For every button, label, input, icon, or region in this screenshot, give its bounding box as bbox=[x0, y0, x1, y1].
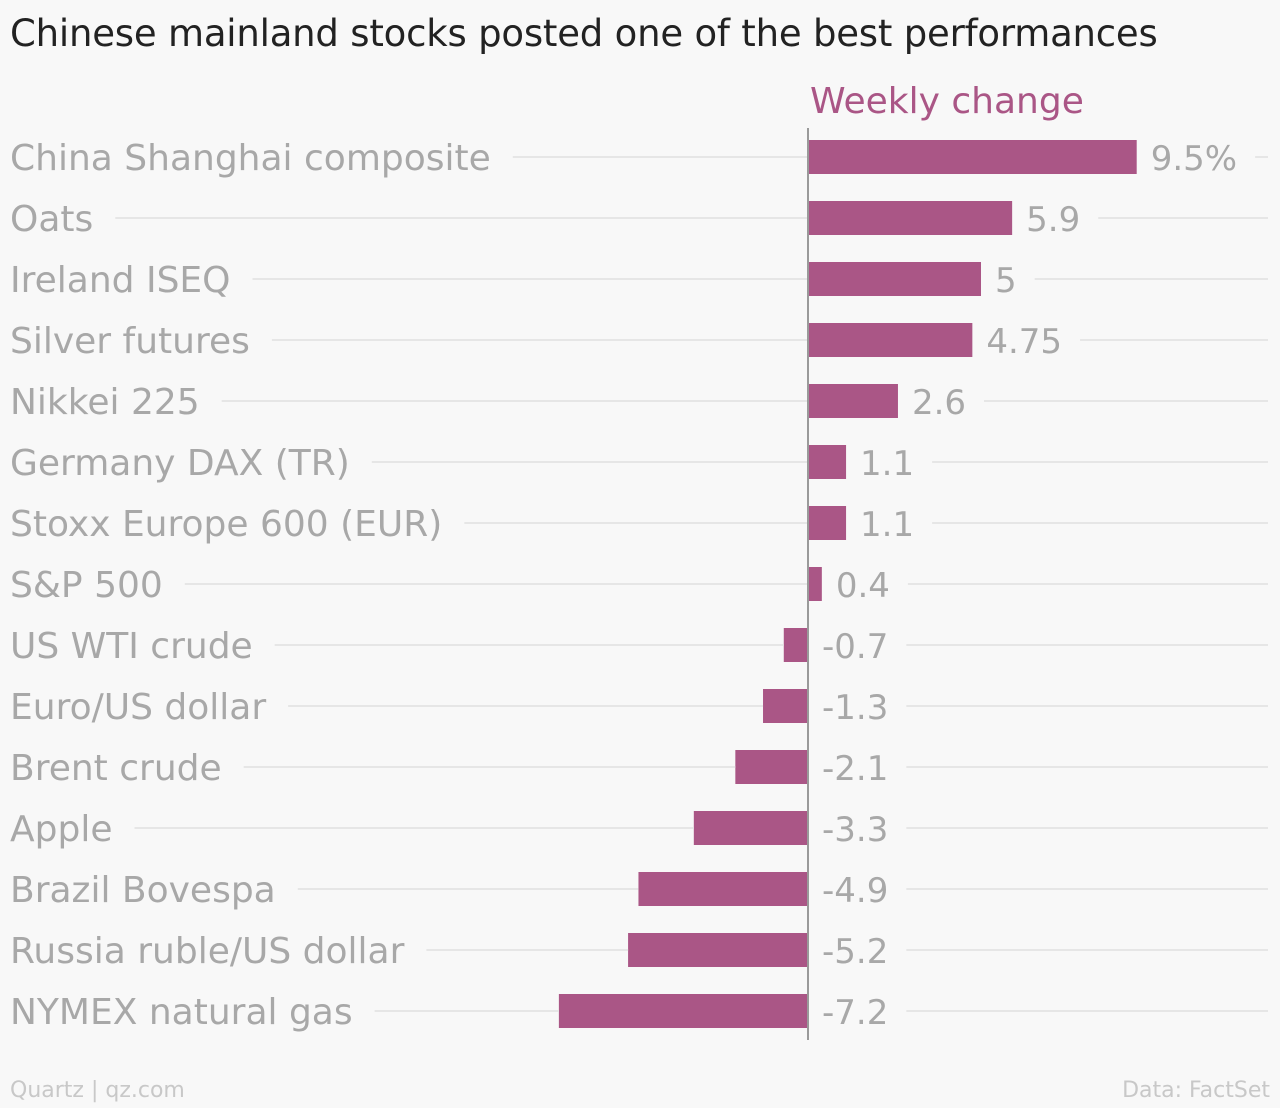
value-label: 5.9 bbox=[1026, 200, 1080, 240]
bar bbox=[808, 445, 847, 479]
bar bbox=[808, 201, 1013, 235]
bar bbox=[808, 384, 898, 418]
category-label: Apple bbox=[10, 809, 112, 850]
chart-title: Chinese mainland stocks posted one of th… bbox=[10, 12, 1158, 55]
category-label: US WTI crude bbox=[10, 626, 253, 667]
bar bbox=[808, 140, 1137, 174]
category-label: China Shanghai composite bbox=[10, 138, 491, 179]
value-label: -5.2 bbox=[822, 932, 888, 972]
value-label: -4.9 bbox=[822, 871, 888, 911]
category-label: S&P 500 bbox=[10, 565, 163, 606]
value-label: 5 bbox=[995, 261, 1017, 301]
bar bbox=[808, 323, 973, 357]
category-label: Brazil Bovespa bbox=[10, 870, 276, 911]
value-label: 4.75 bbox=[986, 322, 1062, 362]
category-label: Ireland ISEQ bbox=[10, 260, 231, 301]
category-label: Silver futures bbox=[10, 321, 250, 362]
value-label: -3.3 bbox=[822, 810, 888, 850]
category-label: Euro/US dollar bbox=[10, 687, 266, 728]
bar bbox=[808, 506, 847, 540]
category-label: Germany DAX (TR) bbox=[10, 443, 350, 484]
bar bbox=[763, 689, 808, 723]
value-label: -0.7 bbox=[822, 627, 888, 667]
value-label: 2.6 bbox=[912, 383, 966, 423]
category-label: NYMEX natural gas bbox=[10, 992, 353, 1033]
category-label: Oats bbox=[10, 199, 93, 240]
bar bbox=[693, 811, 808, 845]
category-label: Brent crude bbox=[10, 748, 222, 789]
category-label: Stoxx Europe 600 (EUR) bbox=[10, 504, 442, 545]
bar bbox=[628, 933, 808, 967]
bar bbox=[735, 750, 808, 784]
value-label: 1.1 bbox=[860, 444, 914, 484]
value-label: 0.4 bbox=[836, 566, 890, 606]
value-label: -1.3 bbox=[822, 688, 888, 728]
footer-source: Data: FactSet bbox=[1122, 1078, 1270, 1103]
bar bbox=[808, 262, 981, 296]
bar bbox=[783, 628, 808, 662]
series-label: Weekly change bbox=[810, 81, 1084, 122]
footer-credit: Quartz | qz.com bbox=[10, 1078, 185, 1103]
value-label: 9.5% bbox=[1151, 139, 1237, 179]
value-label: -2.1 bbox=[822, 749, 888, 789]
value-label: 1.1 bbox=[860, 505, 914, 545]
bar bbox=[558, 994, 808, 1028]
category-label: Nikkei 225 bbox=[10, 382, 200, 423]
value-label: -7.2 bbox=[822, 993, 888, 1033]
bar bbox=[638, 872, 808, 906]
bar bbox=[808, 567, 822, 601]
category-label: Russia ruble/US dollar bbox=[10, 931, 405, 972]
